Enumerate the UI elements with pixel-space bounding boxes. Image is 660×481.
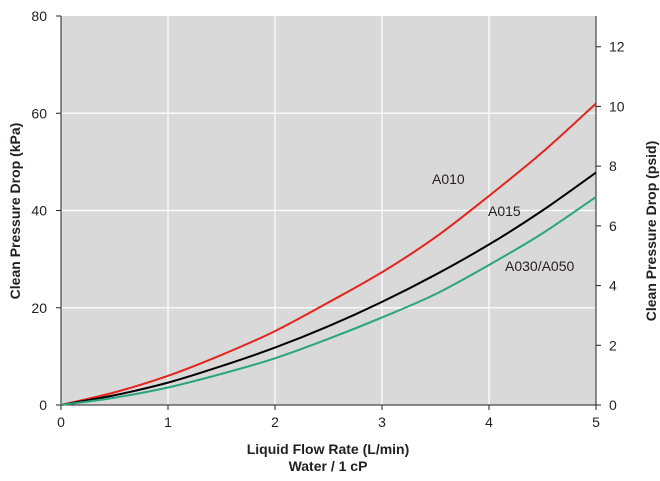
- x-tick-label: 3: [378, 414, 386, 430]
- series-line-a015: [60, 171, 597, 406]
- y-left-tick-label: 20: [31, 300, 47, 316]
- y-right-tick-label: 10: [609, 98, 625, 114]
- y-right-tick-label: 12: [609, 39, 625, 55]
- y-left-tick-label: 40: [31, 203, 47, 219]
- series-lines: [60, 102, 597, 406]
- grid-lines: [61, 16, 596, 405]
- x-tick-label: 4: [485, 414, 493, 430]
- x-tick-label: 2: [271, 414, 279, 430]
- series-labels: A010 A015 A030/A050: [432, 171, 574, 274]
- series-line-a010: [60, 102, 597, 406]
- series-line-a030-a050: [60, 196, 597, 406]
- y-right-tick-label: 0: [609, 397, 617, 413]
- y-right-tick-label: 2: [609, 337, 617, 353]
- x-axis-title: Liquid Flow Rate (L/min): [247, 441, 410, 457]
- y-right-tick-label: 8: [609, 158, 617, 174]
- series-label-a015: A015: [488, 203, 521, 219]
- y-right-tick-label: 4: [609, 278, 617, 294]
- x-tick-label: 5: [592, 414, 600, 430]
- series-label-a030-a050: A030/A050: [505, 258, 574, 274]
- x-axis-subtitle: Water / 1 cP: [289, 458, 368, 474]
- x-tick-label: 1: [164, 414, 172, 430]
- y-right-tick-label: 6: [609, 218, 617, 234]
- y-left-tick-label: 0: [39, 397, 47, 413]
- series-label-a010: A010: [432, 171, 465, 187]
- y-axis-left-title: Clean Pressure Drop (kPa): [7, 123, 23, 300]
- x-tick-label: 0: [57, 414, 65, 430]
- y-left-tick-label: 80: [31, 8, 47, 24]
- y-left-tick-label: 60: [31, 105, 47, 121]
- y-axis-right-title: Clean Pressure Drop (psid): [643, 141, 659, 322]
